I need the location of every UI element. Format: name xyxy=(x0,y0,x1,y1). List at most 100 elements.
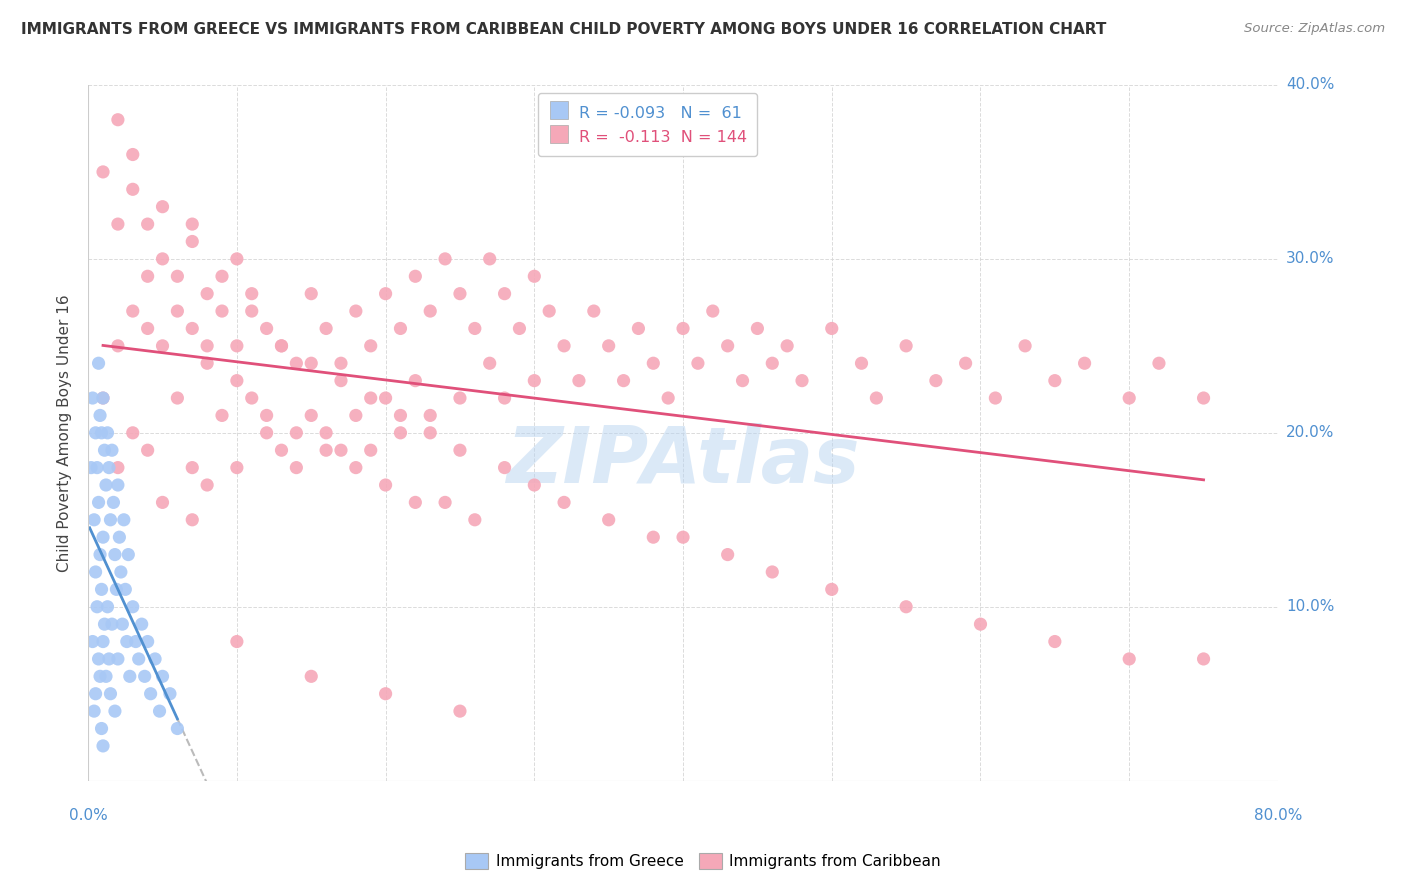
Text: Source: ZipAtlas.com: Source: ZipAtlas.com xyxy=(1244,22,1385,36)
Point xyxy=(494,460,516,475)
Point xyxy=(107,217,129,231)
Point xyxy=(330,443,353,458)
Point xyxy=(374,391,396,405)
Point xyxy=(115,634,138,648)
Point xyxy=(494,286,516,301)
Point xyxy=(136,443,159,458)
Point xyxy=(344,304,367,318)
Point xyxy=(240,286,263,301)
Point xyxy=(108,530,131,544)
Point xyxy=(107,112,129,127)
Point xyxy=(478,356,501,370)
Point xyxy=(672,321,695,335)
Point xyxy=(114,582,136,597)
Point xyxy=(643,530,665,544)
Point xyxy=(256,425,278,440)
Point xyxy=(299,409,322,423)
Point xyxy=(686,356,709,370)
Point xyxy=(84,565,107,579)
Point xyxy=(582,304,605,318)
Point xyxy=(118,669,141,683)
Y-axis label: Child Poverty Among Boys Under 16: Child Poverty Among Boys Under 16 xyxy=(58,294,72,572)
Point xyxy=(128,652,150,666)
Point xyxy=(91,391,114,405)
Point xyxy=(598,513,620,527)
Point xyxy=(865,391,887,405)
Point xyxy=(299,669,322,683)
Point xyxy=(90,722,112,736)
Point xyxy=(389,321,412,335)
Point xyxy=(360,391,382,405)
Point xyxy=(955,356,977,370)
Point xyxy=(404,495,426,509)
Point xyxy=(100,513,122,527)
Point xyxy=(89,409,111,423)
Point xyxy=(360,339,382,353)
Point xyxy=(270,443,292,458)
Point xyxy=(568,374,591,388)
Point xyxy=(702,304,724,318)
Point xyxy=(523,374,546,388)
Point xyxy=(166,304,188,318)
Point xyxy=(225,252,247,266)
Point xyxy=(225,460,247,475)
Point xyxy=(419,409,441,423)
Point xyxy=(117,548,139,562)
Point xyxy=(553,495,575,509)
Point xyxy=(464,321,486,335)
Point xyxy=(612,374,634,388)
Point xyxy=(553,339,575,353)
Point xyxy=(166,391,188,405)
Point xyxy=(152,669,174,683)
Point xyxy=(105,582,128,597)
Point xyxy=(538,304,561,318)
Point xyxy=(478,252,501,266)
Point xyxy=(344,460,367,475)
Point xyxy=(152,200,174,214)
Point xyxy=(125,634,148,648)
Point xyxy=(225,374,247,388)
Text: 0.0%: 0.0% xyxy=(69,808,107,823)
Point xyxy=(86,460,108,475)
Point xyxy=(111,617,134,632)
Point xyxy=(159,687,181,701)
Point xyxy=(449,286,471,301)
Point xyxy=(494,391,516,405)
Point xyxy=(523,478,546,492)
Point xyxy=(1192,391,1215,405)
Point xyxy=(1192,652,1215,666)
Text: 30.0%: 30.0% xyxy=(1286,252,1334,267)
Point xyxy=(434,495,457,509)
Point xyxy=(330,356,353,370)
Point xyxy=(89,548,111,562)
Point xyxy=(894,599,917,614)
Point xyxy=(211,269,233,284)
Point xyxy=(360,443,382,458)
Point xyxy=(98,652,121,666)
Point xyxy=(121,304,143,318)
Point xyxy=(107,339,129,353)
Point xyxy=(1147,356,1170,370)
Point xyxy=(100,687,122,701)
Point xyxy=(136,217,159,231)
Point xyxy=(389,425,412,440)
Point xyxy=(139,687,162,701)
Point xyxy=(152,252,174,266)
Point xyxy=(761,565,783,579)
Point xyxy=(1043,634,1066,648)
Point xyxy=(91,391,114,405)
Point xyxy=(717,548,740,562)
Point xyxy=(419,425,441,440)
Point xyxy=(299,356,322,370)
Point xyxy=(94,478,117,492)
Point xyxy=(1014,339,1036,353)
Point xyxy=(195,286,218,301)
Point xyxy=(152,339,174,353)
Point xyxy=(104,548,127,562)
Point xyxy=(821,582,844,597)
Point xyxy=(121,147,143,161)
Point xyxy=(464,513,486,527)
Point xyxy=(101,617,124,632)
Point xyxy=(270,339,292,353)
Legend: Immigrants from Greece, Immigrants from Caribbean: Immigrants from Greece, Immigrants from … xyxy=(458,847,948,875)
